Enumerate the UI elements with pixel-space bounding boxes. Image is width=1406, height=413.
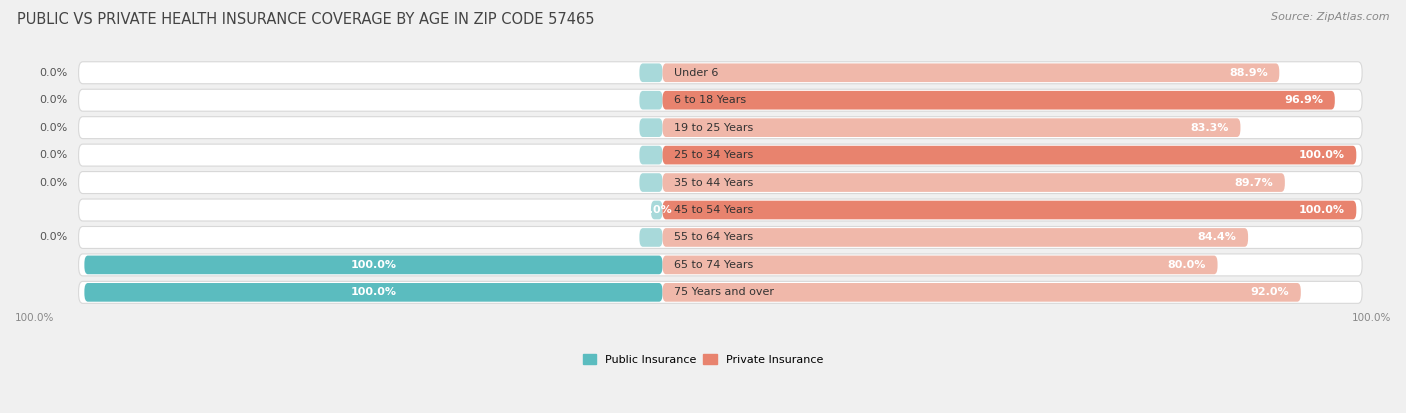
FancyBboxPatch shape xyxy=(79,62,1362,84)
Text: 35 to 44 Years: 35 to 44 Years xyxy=(673,178,754,188)
FancyBboxPatch shape xyxy=(79,89,1362,111)
Text: 45 to 54 Years: 45 to 54 Years xyxy=(673,205,754,215)
Text: Under 6: Under 6 xyxy=(673,68,718,78)
Text: 19 to 25 Years: 19 to 25 Years xyxy=(673,123,754,133)
Text: 6 to 18 Years: 6 to 18 Years xyxy=(673,95,747,105)
FancyBboxPatch shape xyxy=(79,171,1362,194)
Text: 100.0%: 100.0% xyxy=(1299,205,1344,215)
FancyBboxPatch shape xyxy=(662,228,1249,247)
FancyBboxPatch shape xyxy=(640,228,662,247)
Text: 83.3%: 83.3% xyxy=(1191,123,1229,133)
Text: 84.4%: 84.4% xyxy=(1198,233,1236,242)
Text: 0.0%: 0.0% xyxy=(39,123,67,133)
FancyBboxPatch shape xyxy=(662,201,1357,219)
Text: 0.0%: 0.0% xyxy=(39,68,67,78)
FancyBboxPatch shape xyxy=(79,117,1362,139)
FancyBboxPatch shape xyxy=(662,146,1357,164)
Text: 100.0%: 100.0% xyxy=(350,287,396,297)
FancyBboxPatch shape xyxy=(640,173,662,192)
FancyBboxPatch shape xyxy=(79,281,1362,303)
Text: 0.0%: 0.0% xyxy=(39,95,67,105)
Text: Source: ZipAtlas.com: Source: ZipAtlas.com xyxy=(1271,12,1389,22)
FancyBboxPatch shape xyxy=(662,173,1285,192)
FancyBboxPatch shape xyxy=(662,64,1279,82)
Text: 55 to 64 Years: 55 to 64 Years xyxy=(673,233,754,242)
Text: 100.0%: 100.0% xyxy=(15,313,55,323)
Text: 75 Years and over: 75 Years and over xyxy=(673,287,775,297)
Text: 96.9%: 96.9% xyxy=(1284,95,1323,105)
Text: 25 to 34 Years: 25 to 34 Years xyxy=(673,150,754,160)
Text: 100.0%: 100.0% xyxy=(1351,313,1391,323)
FancyBboxPatch shape xyxy=(84,256,662,274)
FancyBboxPatch shape xyxy=(84,283,662,301)
FancyBboxPatch shape xyxy=(662,256,1218,274)
FancyBboxPatch shape xyxy=(79,199,1362,221)
Text: 0.0%: 0.0% xyxy=(39,150,67,160)
FancyBboxPatch shape xyxy=(79,254,1362,276)
Text: 2.0%: 2.0% xyxy=(641,205,672,215)
Text: 89.7%: 89.7% xyxy=(1234,178,1274,188)
Text: 100.0%: 100.0% xyxy=(1299,150,1344,160)
Text: 88.9%: 88.9% xyxy=(1229,68,1268,78)
Legend: Public Insurance, Private Insurance: Public Insurance, Private Insurance xyxy=(583,354,823,365)
Text: 0.0%: 0.0% xyxy=(39,233,67,242)
FancyBboxPatch shape xyxy=(640,146,662,164)
Text: 92.0%: 92.0% xyxy=(1250,287,1289,297)
Text: 80.0%: 80.0% xyxy=(1167,260,1206,270)
Text: 100.0%: 100.0% xyxy=(350,260,396,270)
FancyBboxPatch shape xyxy=(640,91,662,109)
FancyBboxPatch shape xyxy=(651,201,662,219)
Text: PUBLIC VS PRIVATE HEALTH INSURANCE COVERAGE BY AGE IN ZIP CODE 57465: PUBLIC VS PRIVATE HEALTH INSURANCE COVER… xyxy=(17,12,595,27)
FancyBboxPatch shape xyxy=(662,91,1334,109)
FancyBboxPatch shape xyxy=(79,226,1362,249)
Text: 65 to 74 Years: 65 to 74 Years xyxy=(673,260,754,270)
FancyBboxPatch shape xyxy=(662,118,1240,137)
FancyBboxPatch shape xyxy=(79,144,1362,166)
FancyBboxPatch shape xyxy=(640,118,662,137)
Text: 0.0%: 0.0% xyxy=(39,178,67,188)
FancyBboxPatch shape xyxy=(662,283,1301,301)
FancyBboxPatch shape xyxy=(640,64,662,82)
